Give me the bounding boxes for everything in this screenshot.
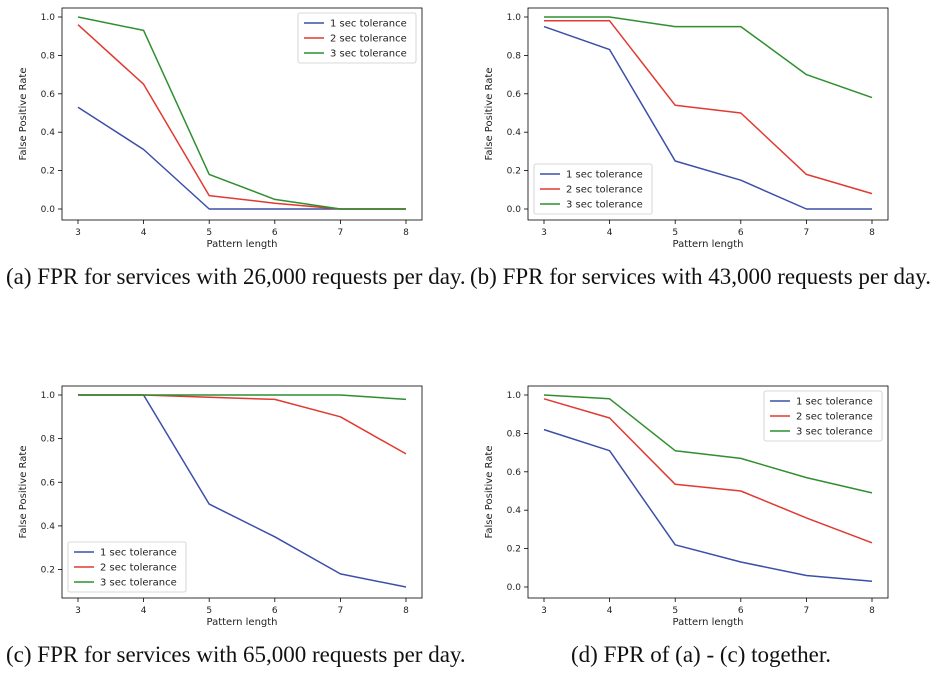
y-tick-label: 0.8 xyxy=(41,51,56,61)
y-tick-label: 0.8 xyxy=(507,51,522,61)
x-tick-label: 7 xyxy=(804,228,810,238)
x-tick-label: 3 xyxy=(75,606,81,616)
series-line-2 xyxy=(544,20,873,195)
y-tick-label: 0.0 xyxy=(507,205,522,215)
legend-entry: 1 sec tolerance xyxy=(330,19,407,30)
x-tick-label: 8 xyxy=(403,606,409,616)
legend: 1 sec tolerance 2 sec tolerance 3 sec tole… xyxy=(67,541,187,593)
x-tick-label: 7 xyxy=(338,228,344,238)
series-line-1 xyxy=(543,25,872,210)
chart-c: 0.2 0.4 0.6 0.8 1.0 3 4 5 6 7 8 Pattern length False… xyxy=(18,385,423,628)
x-tick-label: 7 xyxy=(338,606,344,616)
series-line-2 xyxy=(78,394,407,455)
y-axis-title: False Positive Rate xyxy=(18,446,29,539)
x-tick-label: 5 xyxy=(206,228,212,238)
legend: 1 sec tolerance 2 sec tolerance 3 sec tole… xyxy=(533,163,653,215)
legend-entry: 2 sec tolerance xyxy=(566,185,643,196)
x-axis-title: Pattern length xyxy=(206,239,277,250)
legend: 1 sec tolerance 2 sec tolerance 3 sec tole… xyxy=(297,12,417,64)
y-tick-label: 0.4 xyxy=(41,522,56,532)
x-axis-title: Pattern length xyxy=(672,617,743,628)
series-line-3 xyxy=(544,16,873,99)
y-tick-label: 0.8 xyxy=(41,435,56,445)
legend-box xyxy=(533,163,653,215)
legend-entry: 3 sec tolerance xyxy=(796,427,873,438)
y-tick-label: 1.0 xyxy=(507,13,522,23)
y-tick-label: 0.0 xyxy=(507,583,522,593)
legend-entry: 1 sec tolerance xyxy=(100,548,177,559)
x-tick-label: 4 xyxy=(141,606,147,616)
x-tick-label: 8 xyxy=(403,228,409,238)
x-tick-label: 3 xyxy=(541,228,547,238)
y-tick-label: 0.2 xyxy=(41,566,55,576)
caption-d: (d) FPR of (a) - (c) together. xyxy=(571,642,831,667)
legend-entry: 2 sec tolerance xyxy=(100,563,177,574)
x-tick-label: 4 xyxy=(141,228,147,238)
series-line-2 xyxy=(543,398,873,544)
y-tick-label: 0.0 xyxy=(41,205,56,215)
legend-entry: 2 sec tolerance xyxy=(330,34,407,45)
y-tick-label: 1.0 xyxy=(41,13,56,23)
y-tick-label: 0.4 xyxy=(41,128,56,138)
x-tick-label: 4 xyxy=(607,228,613,238)
x-tick-label: 6 xyxy=(272,606,278,616)
x-axis-title: Pattern length xyxy=(206,617,277,628)
legend-entry: 2 sec tolerance xyxy=(796,412,873,423)
x-tick-label: 5 xyxy=(672,228,678,238)
axes-frame xyxy=(527,385,889,599)
y-tick-label: 0.6 xyxy=(507,90,522,100)
legend-box xyxy=(297,12,417,64)
x-tick-label: 4 xyxy=(607,606,613,616)
x-tick-label: 3 xyxy=(75,228,81,238)
series-line-3 xyxy=(543,394,873,494)
axes-frame xyxy=(527,7,889,221)
series-line-3 xyxy=(77,16,406,210)
y-tick-label: 1.0 xyxy=(507,391,522,401)
legend-entry: 3 sec tolerance xyxy=(330,49,407,60)
y-tick-label: 0.6 xyxy=(41,90,56,100)
x-tick-label: 5 xyxy=(206,606,212,616)
y-tick-label: 0.4 xyxy=(507,128,522,138)
x-tick-label: 7 xyxy=(804,606,810,616)
x-tick-label: 6 xyxy=(738,228,744,238)
y-axis-title: False Positive Rate xyxy=(18,68,29,161)
legend: 1 sec tolerance 2 sec tolerance 3 sec tole… xyxy=(763,390,883,442)
legend-box xyxy=(763,390,883,442)
y-axis-title: False Positive Rate xyxy=(484,68,495,161)
y-axis-title: False Positive Rate xyxy=(484,446,495,539)
axes-frame xyxy=(61,385,423,599)
legend-entry: 3 sec tolerance xyxy=(100,578,177,589)
chart-d: 0.0 0.2 0.4 0.6 0.8 1.0 3 4 5 6 7 8 Pattern length Fa… xyxy=(484,385,889,628)
chart-a: 0.0 0.2 0.4 0.6 0.8 1.0 3 4 5 6 7 8 Pattern length Fa… xyxy=(18,7,423,250)
x-tick-label: 6 xyxy=(272,228,278,238)
caption-c: (c) FPR for services with 65,000 request… xyxy=(6,642,466,667)
x-tick-label: 8 xyxy=(869,606,875,616)
caption-b: (b) FPR for services with 43,000 request… xyxy=(470,264,931,289)
x-tick-label: 8 xyxy=(869,228,875,238)
legend-entry: 1 sec tolerance xyxy=(796,397,873,408)
x-tick-label: 3 xyxy=(541,606,547,616)
y-tick-label: 0.8 xyxy=(507,429,522,439)
y-tick-label: 0.2 xyxy=(41,167,55,177)
axes-frame xyxy=(61,7,423,221)
x-axis-title: Pattern length xyxy=(672,239,743,250)
y-tick-label: 0.4 xyxy=(507,506,522,516)
x-tick-label: 5 xyxy=(672,606,678,616)
y-tick-label: 0.6 xyxy=(507,468,522,478)
chart-b: 0.0 0.2 0.4 0.6 0.8 1.0 3 4 5 6 7 8 Pattern length Fa… xyxy=(484,7,889,250)
y-tick-label: 0.2 xyxy=(507,167,521,177)
y-tick-label: 1.0 xyxy=(41,391,56,401)
legend-entry: 1 sec tolerance xyxy=(566,170,643,181)
y-tick-label: 0.2 xyxy=(507,545,521,555)
x-tick-label: 6 xyxy=(738,606,744,616)
y-tick-label: 0.6 xyxy=(41,478,56,488)
series-line-1 xyxy=(77,106,406,210)
series-line-1 xyxy=(543,428,873,582)
series-line-3 xyxy=(78,394,407,401)
legend-entry: 3 sec tolerance xyxy=(566,200,643,211)
legend-box xyxy=(67,541,187,593)
caption-a: (a) FPR for services with 26,000 request… xyxy=(6,264,466,289)
